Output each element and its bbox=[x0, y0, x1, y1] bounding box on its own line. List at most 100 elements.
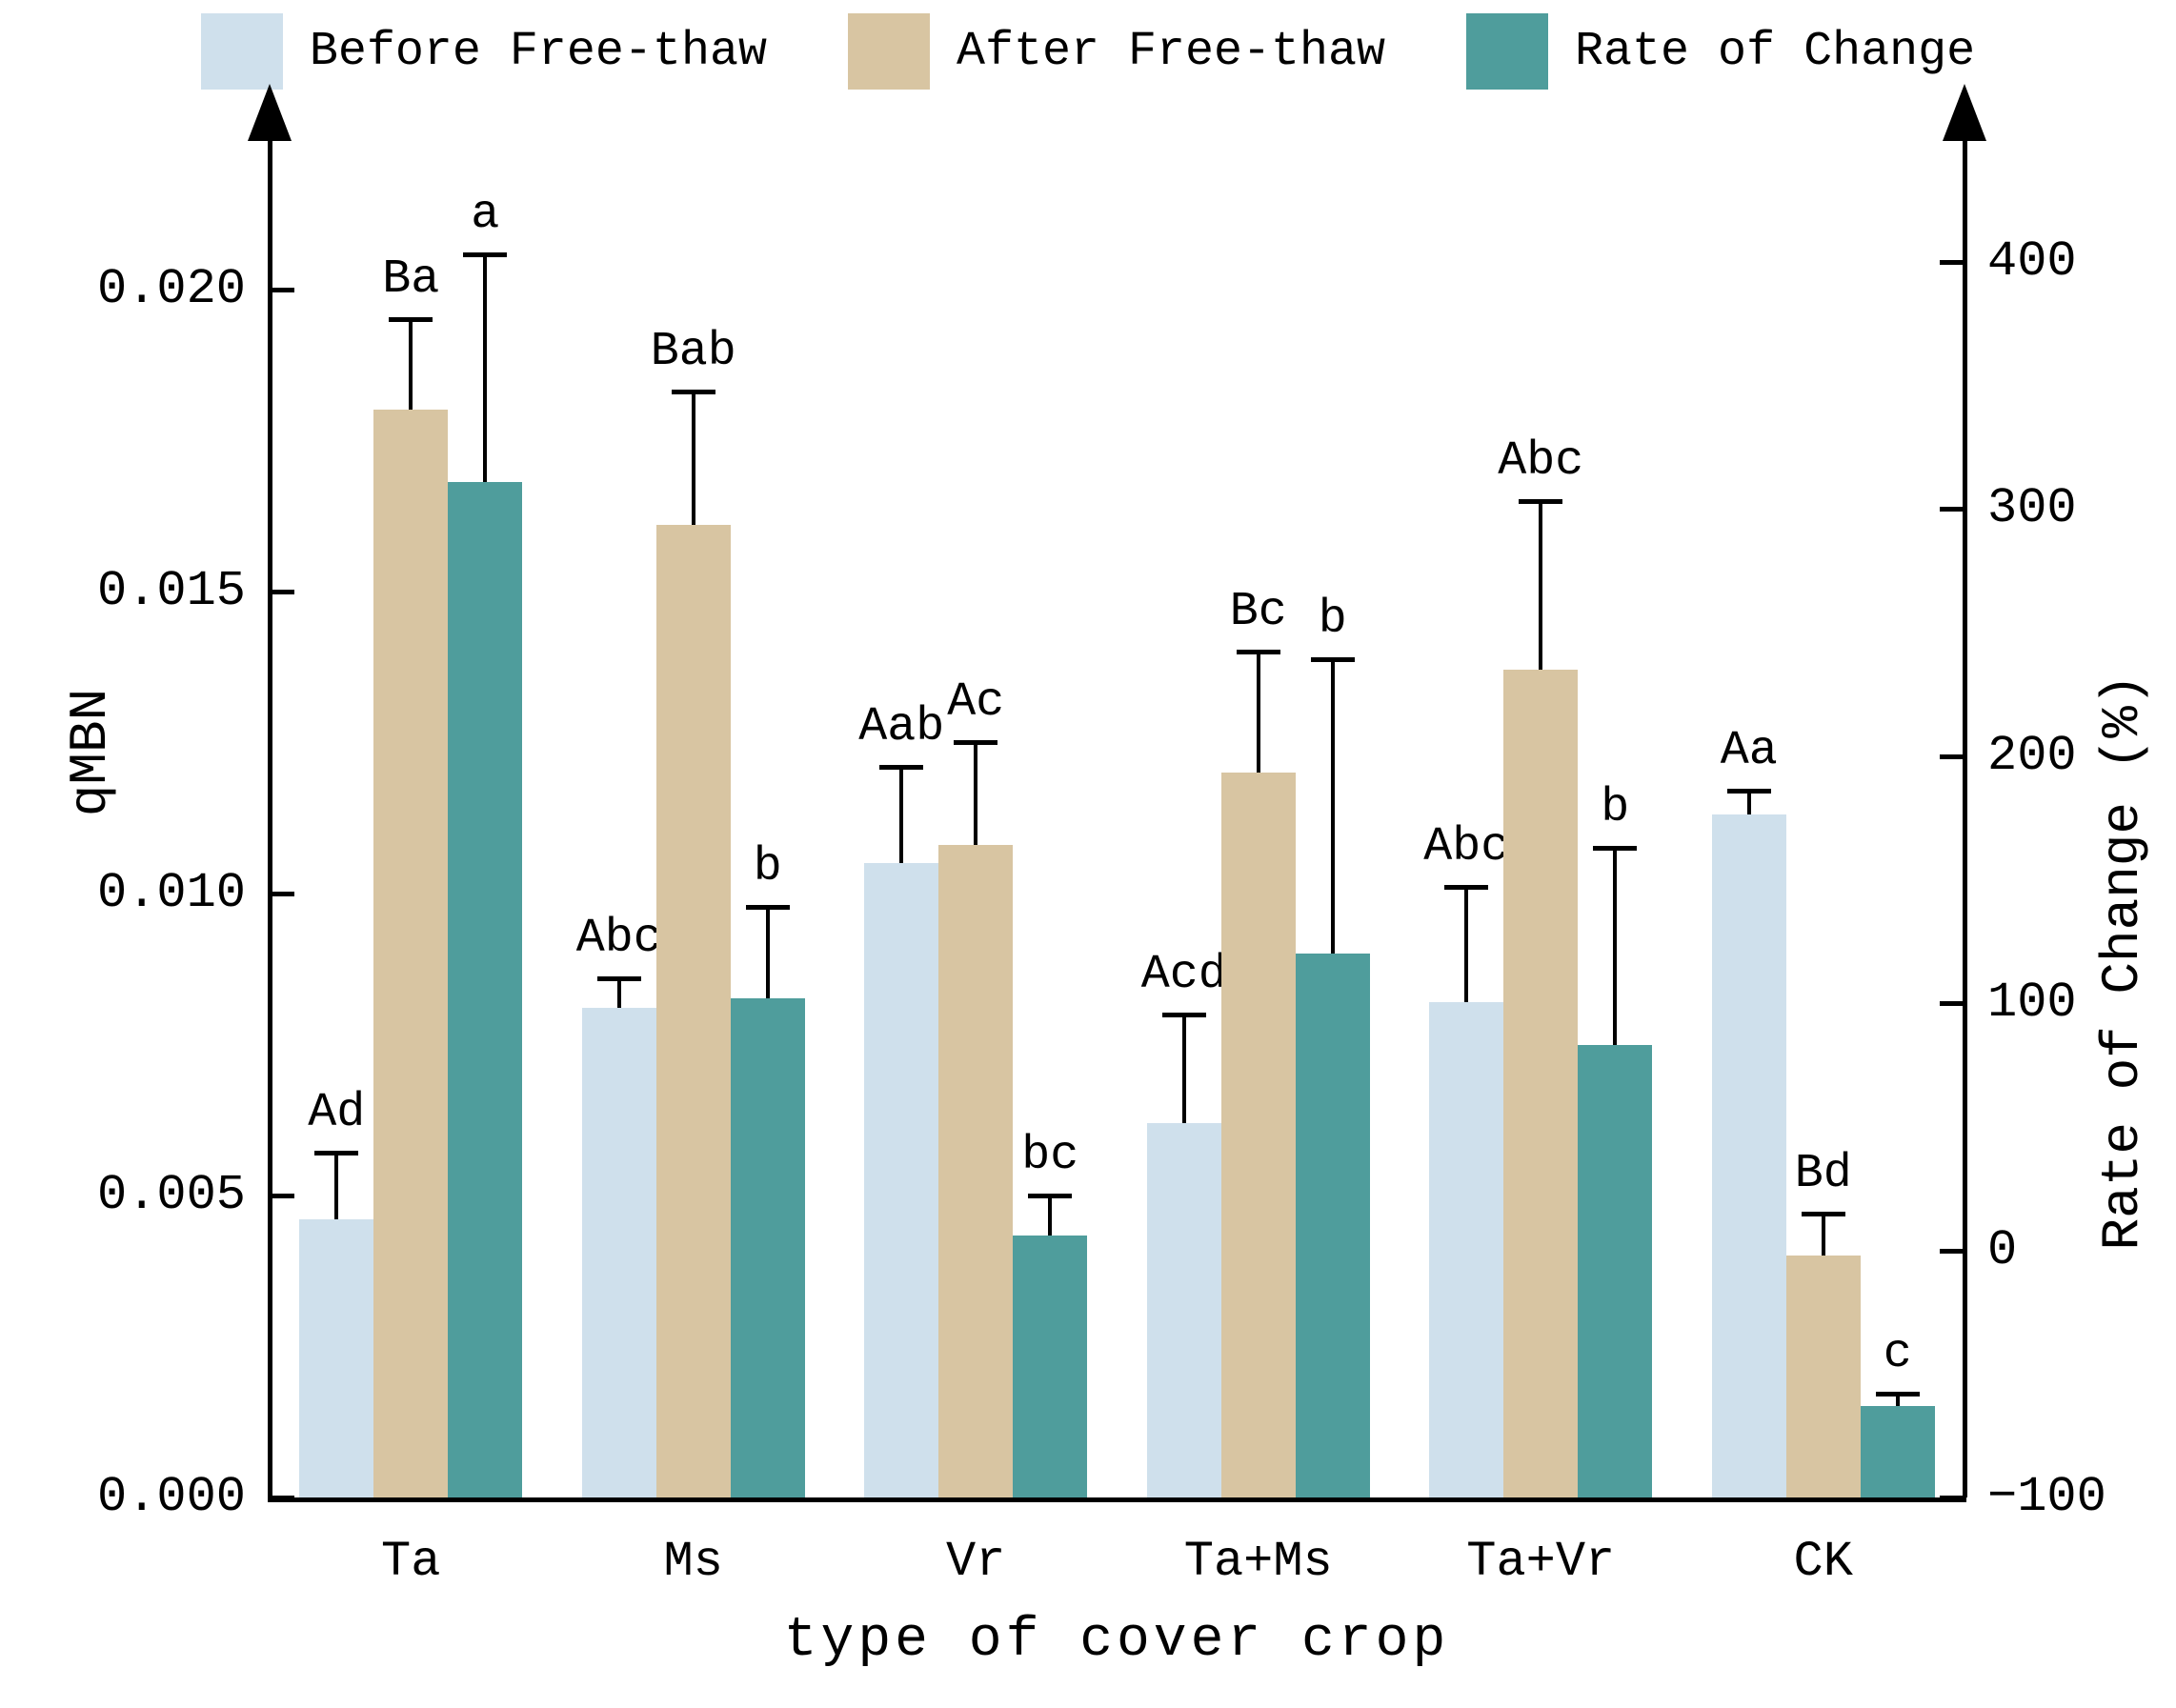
error-bar-cap bbox=[1310, 657, 1355, 663]
bar-rate-of-change bbox=[1860, 1406, 1935, 1497]
significance-letter: b bbox=[1601, 780, 1630, 835]
bar-before-free-thaw bbox=[581, 1008, 656, 1497]
error-bar-line bbox=[483, 253, 488, 482]
error-bar-line bbox=[974, 742, 978, 846]
error-bar-line bbox=[616, 977, 621, 1009]
error-bar-line bbox=[1613, 847, 1618, 1046]
error-bar-cap bbox=[1801, 1211, 1845, 1216]
x-category-label: CK bbox=[1793, 1534, 1853, 1590]
significance-letter: b bbox=[1318, 593, 1347, 648]
legend-item-after: After Free-thaw bbox=[847, 13, 1386, 90]
significance-letter: Ad bbox=[308, 1086, 366, 1141]
right-axis-tick bbox=[1940, 259, 1964, 265]
significance-letter: Ac bbox=[947, 675, 1005, 731]
right-axis-tick bbox=[1940, 1248, 1964, 1254]
error-bar-line bbox=[1330, 659, 1335, 954]
error-bar-line bbox=[1256, 652, 1260, 773]
bar-before-free-thaw bbox=[1711, 814, 1786, 1497]
bar-after-free-thaw bbox=[1785, 1256, 1861, 1497]
significance-letter: Bab bbox=[650, 325, 736, 380]
error-bar-cap bbox=[389, 317, 433, 323]
right-axis-tick bbox=[1940, 1496, 1964, 1500]
x-category-label: Ms bbox=[663, 1534, 723, 1590]
y-axis-title-left: qMBN bbox=[60, 688, 121, 817]
significance-letter: bc bbox=[1021, 1129, 1079, 1184]
legend-swatch-after bbox=[847, 13, 930, 90]
left-axis-tick bbox=[270, 1496, 294, 1500]
error-bar-cap bbox=[1236, 650, 1280, 655]
legend-swatch-before bbox=[200, 13, 283, 90]
error-bar-cap bbox=[1028, 1194, 1073, 1199]
significance-letter: Acd bbox=[1140, 947, 1227, 1002]
x-axis-title: type of cover crop bbox=[783, 1610, 1450, 1672]
legend-label-rate: Rate of Change bbox=[1575, 24, 1976, 79]
bar-after-free-thaw bbox=[1220, 772, 1296, 1497]
significance-letter: Abc bbox=[1423, 820, 1510, 875]
legend-swatch-rate bbox=[1466, 13, 1549, 90]
left-axis-tick-label: 0.000 bbox=[96, 1469, 246, 1525]
significance-letter: Aab bbox=[858, 699, 945, 754]
axis-arrow-right bbox=[1943, 84, 1986, 141]
error-bar-line bbox=[409, 319, 413, 411]
error-bar-cap bbox=[314, 1151, 359, 1156]
error-bar-line bbox=[1821, 1213, 1825, 1256]
right-axis-tick-label: 400 bbox=[1987, 232, 2077, 290]
right-axis-tick bbox=[1940, 507, 1964, 512]
error-bar-line bbox=[1895, 1394, 1900, 1406]
error-bar-cap bbox=[671, 390, 715, 395]
left-axis-tick bbox=[270, 891, 294, 896]
legend-item-rate: Rate of Change bbox=[1466, 13, 1975, 90]
bar-after-free-thaw bbox=[655, 524, 731, 1497]
error-bar-line bbox=[1181, 1014, 1186, 1123]
error-bar-line bbox=[1048, 1196, 1053, 1236]
right-axis-tick-label: 100 bbox=[1987, 975, 2077, 1032]
error-bar-line bbox=[1539, 500, 1543, 671]
legend-item-before: Before Free-thaw bbox=[200, 13, 767, 90]
left-axis-tick-label: 0.015 bbox=[96, 562, 246, 619]
significance-letter: a bbox=[471, 187, 500, 242]
bar-rate-of-change bbox=[1013, 1235, 1088, 1497]
significance-letter: Bc bbox=[1229, 585, 1287, 640]
bar-rate-of-change bbox=[730, 997, 805, 1497]
error-bar-cap bbox=[1161, 1012, 1206, 1017]
bar-before-free-thaw bbox=[299, 1219, 374, 1497]
x-axis bbox=[268, 1497, 1966, 1502]
significance-letter: Ba bbox=[382, 252, 440, 308]
error-bar-cap bbox=[596, 975, 641, 981]
bar-after-free-thaw bbox=[373, 410, 449, 1497]
left-axis-tick-label: 0.005 bbox=[96, 1166, 246, 1223]
right-axis-tick bbox=[1940, 1001, 1964, 1007]
significance-letter: Bd bbox=[1794, 1146, 1852, 1201]
error-bar-cap bbox=[1593, 845, 1638, 851]
right-axis-tick-label: 300 bbox=[1987, 480, 2077, 537]
bar-before-free-thaw bbox=[1429, 1001, 1504, 1497]
x-category-label: Ta bbox=[381, 1534, 441, 1590]
error-bar-cap bbox=[1444, 885, 1489, 891]
error-bar-line bbox=[899, 766, 904, 864]
y-axis-title-right: Rate of Change (%) bbox=[2092, 673, 2153, 1251]
significance-letter: c bbox=[1883, 1327, 1912, 1382]
bar-before-free-thaw bbox=[1146, 1122, 1221, 1497]
legend: Before Free-thaw After Free-thaw Rate of… bbox=[0, 13, 2176, 90]
legend-label-after: After Free-thaw bbox=[956, 24, 1386, 79]
error-bar-line bbox=[1746, 790, 1751, 815]
x-category-label: Vr bbox=[946, 1534, 1006, 1590]
left-axis-tick-label: 0.010 bbox=[96, 864, 246, 921]
right-axis-tick bbox=[1940, 754, 1964, 759]
left-axis-tick bbox=[270, 589, 294, 594]
bar-rate-of-change bbox=[1578, 1045, 1653, 1497]
error-bar-cap bbox=[879, 764, 924, 770]
left-axis-tick bbox=[270, 287, 294, 292]
significance-letter: b bbox=[753, 839, 782, 894]
right-axis-tick-label: −100 bbox=[1987, 1469, 2106, 1525]
error-bar-cap bbox=[1519, 498, 1563, 504]
error-bar-line bbox=[691, 392, 695, 525]
error-bar-cap bbox=[1726, 788, 1771, 794]
significance-letter: Abc bbox=[1498, 433, 1584, 489]
error-bar-line bbox=[1464, 887, 1469, 1002]
bar-rate-of-change bbox=[1295, 954, 1370, 1497]
axis-arrow-left bbox=[248, 84, 292, 141]
left-axis-tick bbox=[270, 1193, 294, 1198]
x-category-label: Ta+Ms bbox=[1183, 1534, 1333, 1590]
